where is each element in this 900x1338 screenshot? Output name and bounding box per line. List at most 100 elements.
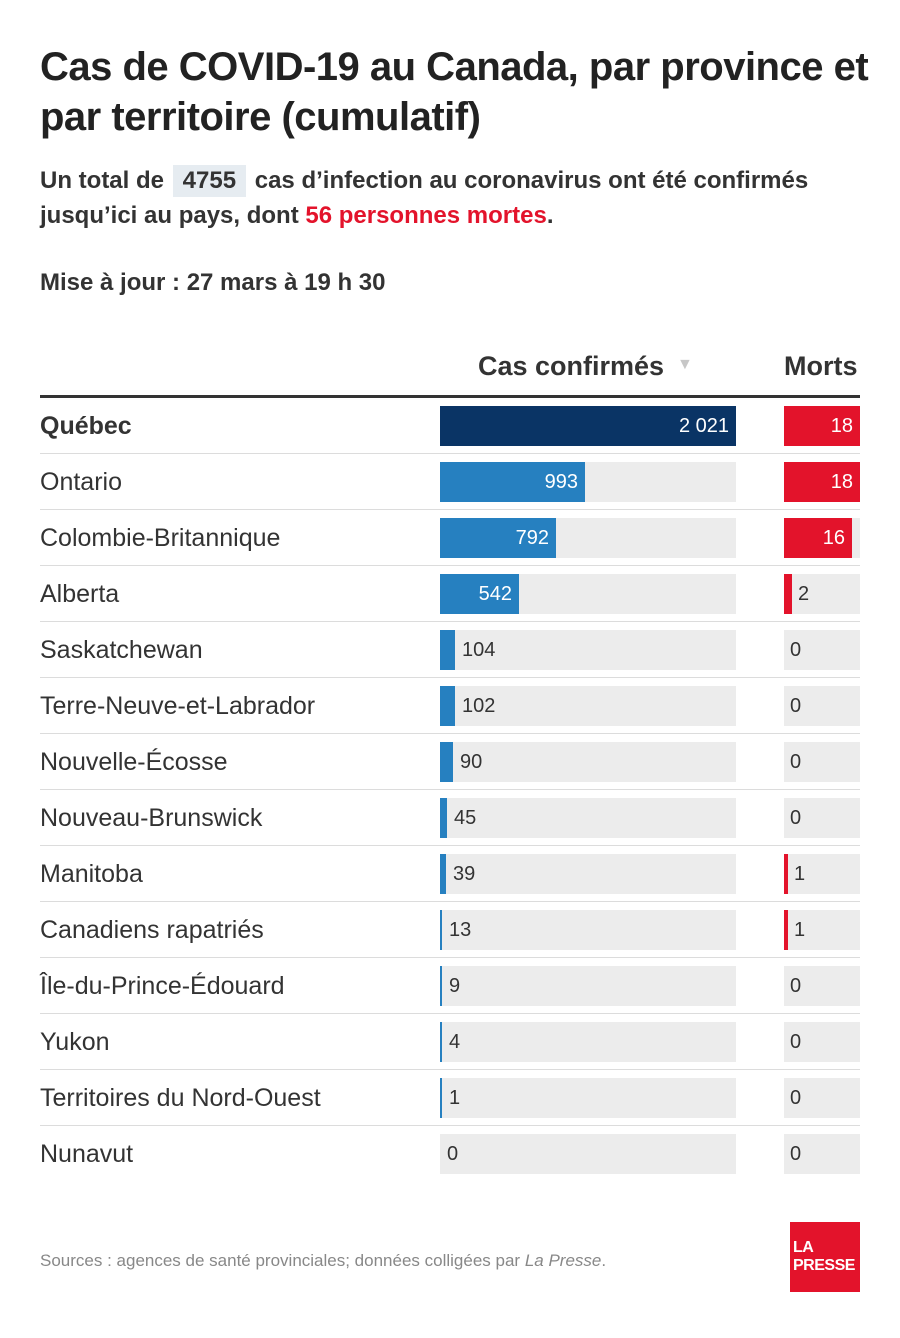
table-row: Nunavut 0 0 [40,1126,860,1182]
update-timestamp: Mise à jour : 27 mars à 19 h 30 [40,269,386,296]
deaths-value-label: 0 [790,1031,802,1053]
deaths-value-label: 0 [790,975,802,997]
row-label: Yukon [40,1028,110,1056]
row-label: Alberta [40,580,120,608]
cases-value-label: 13 [449,919,472,941]
cases-bar-track: 792 [440,518,736,558]
cases-bar [440,798,447,838]
deaths-bar-track: 16 [784,518,860,558]
sort-down-icon[interactable]: ▼ [677,356,693,373]
cases-value-label: 993 [544,471,578,493]
deaths-value-label: 0 [790,1143,802,1165]
row-label: Nouvelle-Écosse [40,748,228,776]
cases-value-label: 102 [462,695,496,717]
deaths-bar-track: 1 [784,854,860,894]
cases-value-label: 1 [449,1087,461,1109]
deaths-bar-track: 0 [784,1078,860,1118]
cases-bar [440,1078,442,1118]
table-row: Alberta 542 2 [40,566,860,622]
cases-value-label: 39 [453,863,476,885]
deaths-value-label: 0 [790,807,802,829]
cases-bar-track: 993 [440,462,736,502]
total-cases-badge: 4755 [172,165,247,197]
deaths-value-label: 0 [790,1087,802,1109]
deaths-value-label: 16 [822,527,845,549]
cases-value-label: 0 [447,1143,459,1165]
cases-bar-track: 45 [440,798,736,838]
table-row: Nouvelle-Écosse 90 0 [40,734,860,790]
source-prefix: Sources : agences de santé provinciales;… [40,1251,521,1270]
cases-bar [440,406,736,446]
deaths-bar-track: 18 [784,462,860,502]
cases-value-label: 4 [449,1031,461,1053]
table-row: Territoires du Nord-Ouest 1 0 [40,1070,860,1126]
cases-bar-track: 0 [440,1134,736,1174]
cases-bar [440,1022,442,1062]
deaths-bar [784,574,792,614]
deaths-value-label: 18 [830,415,853,437]
deaths-bar-track: 0 [784,1134,860,1174]
cases-bar [440,574,519,614]
cases-bar-track: 2 021 [440,406,736,446]
cases-bar-track: 39 [440,854,736,894]
cases-value-label: 104 [462,639,496,661]
total-deaths: 56 personnes mortes [305,202,547,229]
table-row: Terre-Neuve-et-Labrador 102 0 [40,678,860,734]
logo-line-1: LA [793,1239,814,1256]
row-label: Île-du-Prince-Édouard [40,972,285,1000]
deaths-value-label: 2 [798,583,810,605]
deaths-bar [784,406,860,446]
cases-bar [440,854,446,894]
row-label: Nunavut [40,1140,134,1168]
deaths-bar-track: 0 [784,966,860,1006]
deaths-bar-track: 0 [784,742,860,782]
deaths-bar [784,910,788,950]
deaths-bar-track: 0 [784,630,860,670]
summary-middle: cas d’infection au coronavirus ont été c… [40,167,809,229]
cases-value-label: 792 [515,527,549,549]
cases-bar-track: 1 [440,1078,736,1118]
logo-line-2: PRESSE [793,1257,855,1274]
cases-bar-track: 9 [440,966,736,1006]
row-label: Québec [40,412,132,440]
row-label: Nouveau-Brunswick [40,804,263,832]
table-row: Manitoba 39 1 [40,846,860,902]
cases-bar [440,462,585,502]
deaths-bar-track: 0 [784,798,860,838]
deaths-value-label: 0 [790,695,802,717]
source-suffix: . [601,1251,607,1270]
cases-value-label: 45 [454,807,477,829]
summary-suffix: . [546,202,554,229]
deaths-bar [784,854,788,894]
row-label: Territoires du Nord-Ouest [40,1084,321,1112]
table-row: Canadiens rapatriés 13 1 [40,902,860,958]
row-label: Manitoba [40,860,143,888]
cases-bar [440,686,455,726]
deaths-bar-track: 0 [784,1022,860,1062]
deaths-value-label: 1 [794,863,806,885]
cases-bar-track: 13 [440,910,736,950]
table-row: Colombie-Britannique 792 16 [40,510,860,566]
row-label: Ontario [40,468,122,496]
row-label: Colombie-Britannique [40,524,281,552]
cases-bar-track: 102 [440,686,736,726]
deaths-bar-track: 0 [784,686,860,726]
cases-bar [440,742,453,782]
table-row: Ontario 993 18 [40,454,860,510]
column-header-deaths[interactable]: Morts [784,351,858,381]
cases-bar [440,518,556,558]
deaths-value-label: 18 [830,471,853,493]
cases-bar [440,966,442,1006]
row-label: Canadiens rapatriés [40,916,264,944]
column-header-cases[interactable]: Cas confirmés [478,351,665,381]
cases-bar-track: 90 [440,742,736,782]
cases-bar [440,910,442,950]
cases-bar-track: 4 [440,1022,736,1062]
deaths-bar [784,518,852,558]
deaths-value-label: 0 [790,751,802,773]
table-row: Yukon 4 0 [40,1014,860,1070]
table-row: Île-du-Prince-Édouard 9 0 [40,958,860,1014]
deaths-bar [784,462,860,502]
deaths-value-label: 0 [790,639,802,661]
table-row: Nouveau-Brunswick 45 0 [40,790,860,846]
